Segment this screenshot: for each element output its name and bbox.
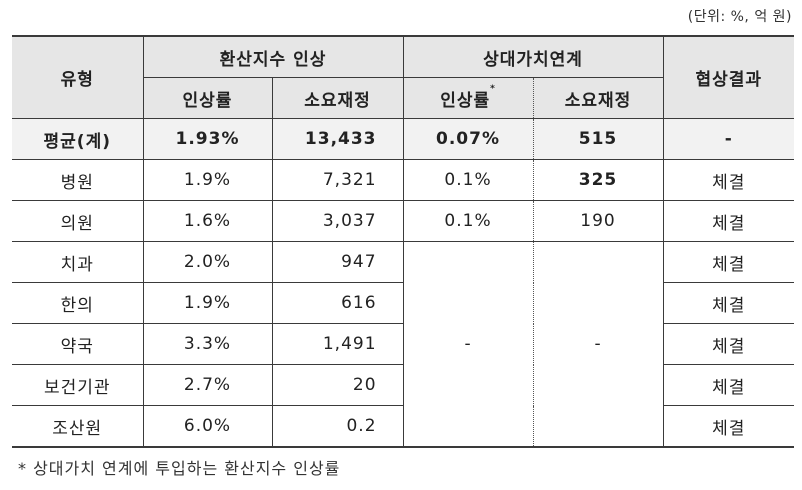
table-row-average: 평균(계) 1.93% 13,433 0.07% 515 - (12, 118, 795, 160)
cell-result: 체결 (662, 241, 795, 283)
header-g2-budget: 소요재정 (532, 77, 664, 119)
cell-g1-rate: 1.9% (142, 159, 273, 201)
cell-g2-rate: 0.1% (402, 200, 534, 242)
cell-g1-rate: 2.0% (142, 241, 273, 283)
cell-g1-rate: 6.0% (142, 405, 273, 448)
table-row: 병원 1.9% 7,321 0.1% 325 체결 (12, 159, 795, 201)
cell-g2-budget: 190 (532, 200, 664, 242)
header-g2-rate: 인상률* (402, 77, 534, 119)
cell-result: 체결 (662, 405, 795, 448)
cell-g1-rate: 1.6% (142, 200, 273, 242)
cell-g2-budget: 515 (532, 118, 664, 160)
header-group-conversion-index: 환산지수 인상 (142, 35, 404, 78)
cell-g1-budget: 20 (271, 364, 404, 406)
cell-result: 체결 (662, 159, 795, 201)
header-row-1: 유형 환산지수 인상 상대가치연계 협상결과 (12, 35, 795, 119)
table-row: 보건기관 2.7% 20 체결 (12, 364, 795, 406)
cell-g2-budget: 325 (532, 159, 664, 201)
merged-cell-g2-rate: - (402, 241, 534, 448)
cell-g1-budget: 1,491 (271, 323, 404, 365)
header-g2-rate-label: 인상률 (440, 90, 491, 111)
cell-g1-budget: 616 (271, 282, 404, 324)
cell-g1-rate: 3.3% (142, 323, 273, 365)
cell-type: 보건기관 (12, 364, 144, 406)
cell-result: - (662, 118, 795, 160)
cell-type: 약국 (12, 323, 144, 365)
header-type: 유형 (12, 35, 144, 119)
cell-g1-budget: 7,321 (271, 159, 404, 201)
cell-g1-rate: 1.93% (142, 118, 273, 160)
cell-g2-rate: 0.07% (402, 118, 534, 160)
cell-g1-budget: 947 (271, 241, 404, 283)
cell-type: 조산원 (12, 405, 144, 448)
header-result: 협상결과 (662, 35, 795, 119)
table-row: 치과 2.0% 947 - - 체결 (12, 241, 795, 448)
header-g1-budget: 소요재정 (271, 77, 404, 119)
cell-g1-budget: 13,433 (271, 118, 404, 160)
header-group-relative-value: 상대가치연계 (402, 35, 664, 78)
cell-type: 의원 (12, 200, 144, 242)
table-row: 한의 1.9% 616 체결 (12, 282, 795, 324)
header-row-2: 인상률 소요재정 인상률* 소요재정 (12, 77, 794, 119)
cell-g2-rate: 0.1% (402, 159, 534, 201)
cell-g1-budget: 0.2 (271, 405, 404, 448)
header-g1-rate: 인상률 (142, 77, 273, 119)
cell-result: 체결 (662, 200, 795, 242)
footnote-marker: * (490, 83, 496, 94)
table-row: 약국 3.3% 1,491 체결 (12, 323, 795, 365)
negotiation-results-table: 유형 환산지수 인상 상대가치연계 협상결과 인상률 소요재정 인상률* 소요재… (12, 35, 795, 448)
cell-result: 체결 (662, 282, 795, 324)
table-row: 의원 1.6% 3,037 0.1% 190 체결 (12, 200, 795, 242)
unit-label: (단위: %, 억 원) (687, 9, 792, 25)
cell-g1-budget: 3,037 (271, 200, 404, 242)
footnote: * 상대가치 연계에 투입하는 환산지수 인상률 (18, 459, 341, 478)
cell-type: 평균(계) (12, 118, 144, 160)
cell-g1-rate: 2.7% (142, 364, 273, 406)
cell-type: 한의 (12, 282, 144, 324)
cell-type: 치과 (12, 241, 144, 283)
cell-type: 병원 (12, 159, 144, 201)
merged-cell-g2-budget: - (532, 241, 664, 448)
cell-result: 체결 (662, 364, 795, 406)
cell-g1-rate: 1.9% (142, 282, 273, 324)
table-row: 조산원 6.0% 0.2 체결 (12, 405, 795, 448)
cell-result: 체결 (662, 323, 795, 365)
